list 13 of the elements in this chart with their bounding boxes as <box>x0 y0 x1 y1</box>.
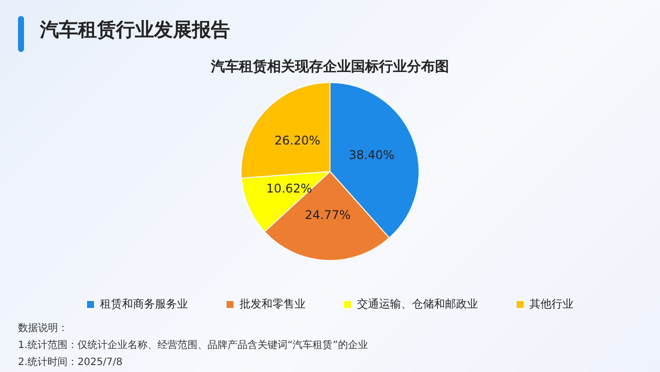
text: 2.统计时间：2025/7/8 <box>18 356 124 370</box>
chart-title: 汽车租赁行业发展报告 <box>40 18 230 43</box>
text: 1.统计范围：仅统计企业名称、经营范围、品牌产品含关键词“汽车租赁”的企业 <box>18 338 368 353</box>
text: 数据说明： <box>18 322 69 336</box>
legend-label: 交通运输、仓储和邮政业 <box>357 297 478 310</box>
legend-label: 批发和零售业 <box>240 297 306 310</box>
chart-subtitle: 汽车租赁相关现存企业国标行业分布图 <box>210 58 450 76</box>
data-label: 24.77% <box>304 208 351 222</box>
legend-label: 租赁和商务服务业 <box>100 297 188 310</box>
data-label: 10.62% <box>266 181 312 196</box>
legend-label: 其他行业 <box>530 297 574 310</box>
data-label: 38.40% <box>348 148 394 162</box>
data-label: 26.20% <box>274 133 320 148</box>
